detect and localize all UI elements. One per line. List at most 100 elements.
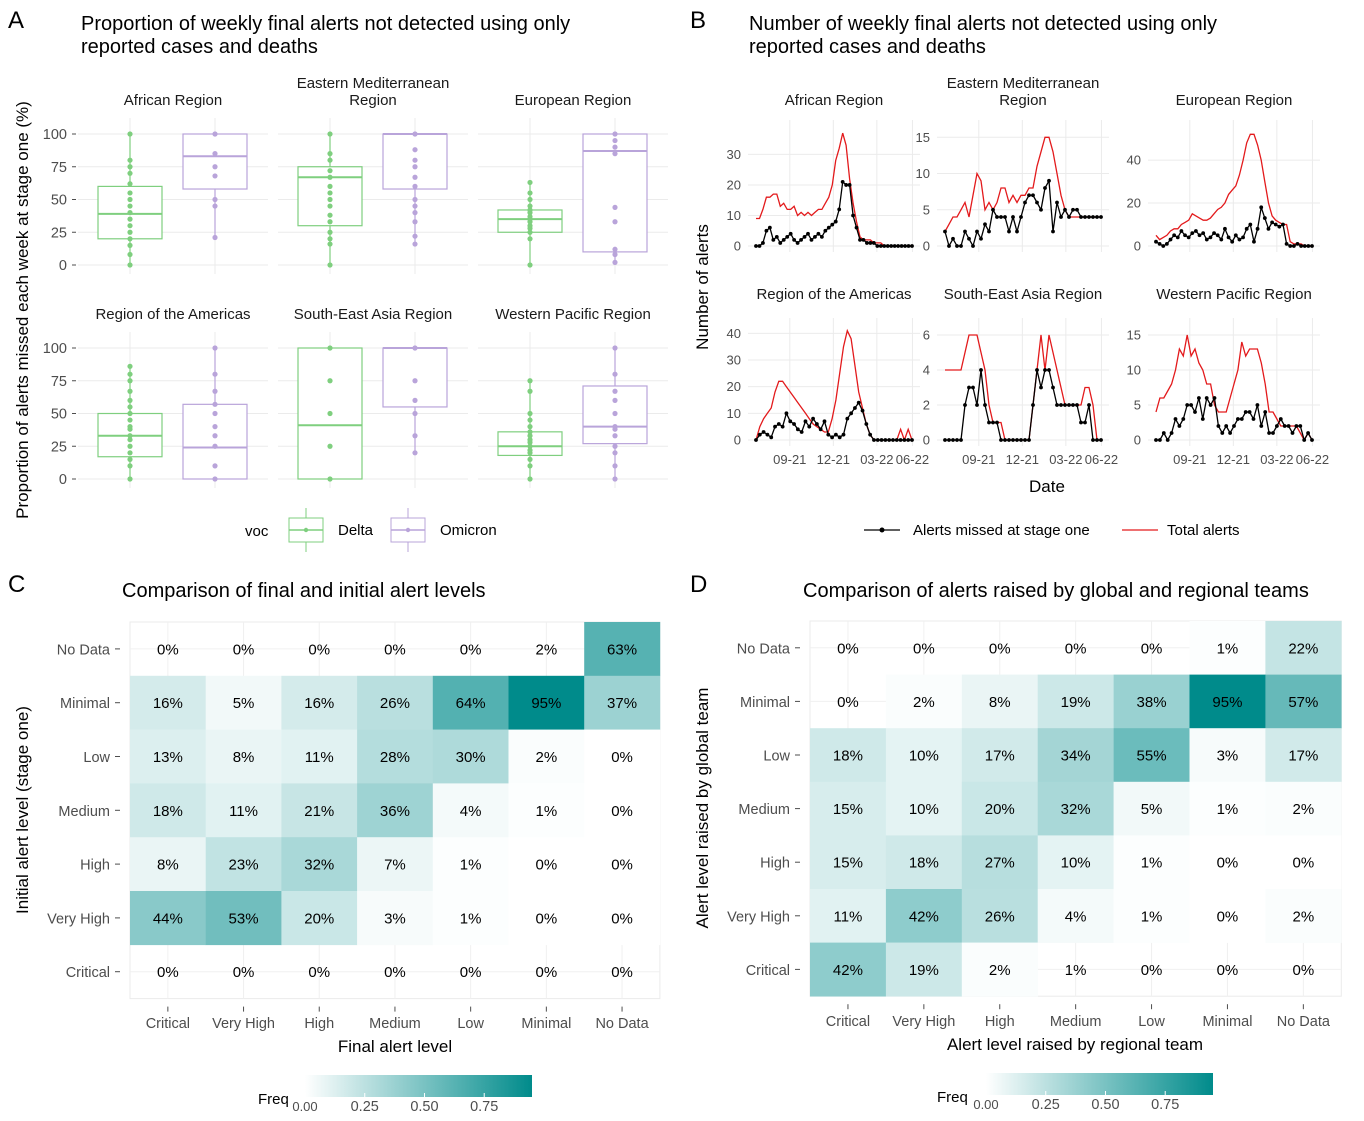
heatmap-c-cell-label: 53% <box>229 910 259 927</box>
facet-b-eastern-mediterranean-region-missed-point <box>1051 229 1055 234</box>
facet-a-african-region: African Region 0 25 50 75 100 <box>43 92 268 274</box>
facet-b-eastern-mediterranean-region-missed-point <box>1091 215 1095 219</box>
facet-b-european-region-missed-point <box>1197 233 1202 238</box>
facet-a-eastern-mediterranean-region-delta-point <box>327 241 333 247</box>
facet-b-region-of-the-americas-ytick: 40 <box>727 326 741 341</box>
heatmap-d-cell <box>961 674 1038 729</box>
heatmap-c-cell <box>508 729 585 784</box>
heatmap-d-cell <box>810 889 887 943</box>
facet-b-european-region-missed-point <box>1299 244 1304 248</box>
facet-a-european-region: European Region <box>478 92 668 274</box>
facet-b-region-of-the-americas-missed-point <box>822 419 827 424</box>
facet-a-western-pacific-region-delta-point <box>527 378 533 384</box>
heatmap-d-ytick: Very High <box>727 909 790 925</box>
heatmap-d-xtick: No Data <box>1277 1014 1331 1030</box>
heatmap-d-xtick: Medium <box>1050 1014 1102 1030</box>
facet-b-african-region-missed-point <box>840 179 845 184</box>
facet-b-south-east-asia-region-missed-point <box>1099 438 1103 442</box>
heatmap-d-cell-label: 15% <box>833 801 863 818</box>
facet-b-european-region-missed-point <box>1310 244 1314 248</box>
facet-a-eastern-mediterranean-region-omicron-point <box>412 241 418 247</box>
panel-a-letter: A <box>8 7 24 34</box>
facet-a-eastern-mediterranean-region-omicron-point <box>412 196 418 203</box>
facet-a-african-region-ytick: 0 <box>59 258 67 274</box>
heatmap-d-cell <box>1189 674 1266 729</box>
facet-b-african-region-missed-point <box>854 225 859 230</box>
facet-b-european-region-missed-point <box>1161 244 1166 248</box>
heatmap-c-cell-label: 0% <box>157 641 179 658</box>
heatmap-c-cell <box>130 729 206 784</box>
facet-a-european-region-omicron-point <box>612 144 618 150</box>
heatmap-c-xtick: Very High <box>212 1016 275 1032</box>
facet-a-region-of-the-americas-delta-point <box>127 378 133 384</box>
facet-b-south-east-asia-region-missed-point <box>1079 420 1083 425</box>
facet-a-african-region-title: African Region <box>124 92 222 109</box>
facet-a-african-region-ytick: 75 <box>51 160 67 176</box>
facet-a-eastern-mediterranean-region-omicron-point <box>412 210 418 216</box>
facet-b-european-region-missed-point <box>1172 233 1177 238</box>
heatmap-c-cell-label: 0% <box>611 749 633 766</box>
heatmap-d-cell <box>1265 781 1342 836</box>
facet-b-south-east-asia-region-ytick: 4 <box>923 363 930 378</box>
facet-b-african-region-ytick: 0 <box>734 239 741 254</box>
facet-b-eastern-mediterranean-region-missed-point <box>1039 207 1043 212</box>
heatmap-c-cell-label: 1% <box>536 803 558 820</box>
heatmap-d-cell <box>1037 674 1114 729</box>
facet-a-european-region-delta-point <box>527 213 533 220</box>
legend-b-missed-label: Alerts missed at stage one <box>913 522 1090 539</box>
facet-a-european-region-delta-point <box>527 196 533 203</box>
facet-b-western-pacific-region-missed-point <box>1204 396 1209 400</box>
facet-a-region-of-the-americas-ytick: 0 <box>59 472 67 488</box>
panel-a-title-line2: reported cases and deaths <box>81 36 318 58</box>
facet-b-western-pacific-region-missed-point <box>1278 417 1283 421</box>
panel-b-letter: B <box>690 7 706 34</box>
facet-b-south-east-asia-region-missed-point <box>971 385 975 390</box>
facet-b-western-pacific-region-missed-point <box>1236 417 1240 421</box>
facet-b-region-of-the-americas-missed-point <box>818 427 823 432</box>
facet-b-european-region-missed-point <box>1259 205 1264 210</box>
facet-b-african-region-ytick: 30 <box>727 147 741 162</box>
facet-b-european-region-missed-point <box>1281 222 1285 227</box>
heatmap-d-cell-label: 0% <box>1217 962 1239 979</box>
heatmap-d-cell <box>1189 835 1266 890</box>
heatmap-d-cell <box>810 835 887 890</box>
facet-b-region-of-the-americas-missed-point <box>811 416 815 421</box>
legend-a-delta-label: Delta <box>338 522 374 539</box>
heatmap-c-cell <box>281 891 358 946</box>
legend-c-tick-label: 0.75 <box>470 1099 498 1115</box>
heatmap-d-xtick: Low <box>1138 1014 1165 1030</box>
heatmap-d-xtick: Very High <box>892 1014 955 1030</box>
heatmap-d-cell-label: 42% <box>833 962 863 979</box>
heatmap-d-cell <box>1189 728 1266 783</box>
facet-a-south-east-asia-region-delta-point <box>327 345 333 351</box>
facet-a-african-region-omicron-point <box>212 196 218 203</box>
heatmap-c-cell-label: 32% <box>304 857 334 874</box>
legend-c-tick-label: 0.00 <box>292 1099 317 1114</box>
facet-b-eastern-mediterranean-region-total-line <box>944 136 1101 232</box>
facet-a-region-of-the-americas-title: Region of the Americas <box>95 306 250 323</box>
facet-b-eastern-mediterranean-region-missed-point <box>963 229 967 234</box>
heatmap-c-xtick: Minimal <box>521 1016 571 1032</box>
facet-b-region-of-the-americas-title: Region of the Americas <box>756 286 911 303</box>
heatmap-c-cell-label: 23% <box>229 857 259 874</box>
facet-a-western-pacific-region-omicron-point <box>612 476 618 482</box>
facet-b-eastern-mediterranean-region-missed-point <box>1007 229 1011 234</box>
facet-b-south-east-asia-region-missed-point <box>975 403 979 407</box>
legend-d-tick-label: 0.25 <box>1032 1097 1060 1113</box>
heatmap-c-cell <box>205 837 282 892</box>
facet-b-south-east-asia-region-missed-point <box>1071 403 1075 407</box>
facet-a-western-pacific-region-delta-point <box>527 447 533 453</box>
facet-b-european-region-missed-point <box>1208 235 1213 240</box>
facet-a-western-pacific-region-omicron-point <box>612 345 618 351</box>
heatmap-c-cell-label: 0% <box>536 857 558 874</box>
heatmap-d-cell-label: 0% <box>1141 962 1163 979</box>
facet-b-western-pacific-region-missed-point <box>1216 424 1221 428</box>
legend-d-tick-label: 0.75 <box>1151 1097 1179 1113</box>
facet-a-eastern-mediterranean-region-delta-point <box>327 131 333 137</box>
facet-b-eastern-mediterranean-region-missed-point <box>975 229 979 234</box>
facet-b-region-of-the-americas-missed-point <box>856 400 861 405</box>
facet-b-african-region-missed-point <box>816 231 821 236</box>
facet-a-region-of-the-americas-delta-point <box>127 424 133 430</box>
facet-b-african-region-total-line <box>756 132 912 247</box>
facet-b-region-of-the-americas-missed-point <box>799 430 804 434</box>
